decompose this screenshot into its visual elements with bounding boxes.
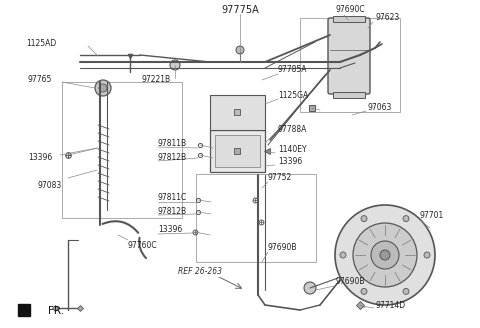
- Circle shape: [304, 282, 316, 294]
- Text: 97812B: 97812B: [158, 153, 187, 161]
- Text: 97765: 97765: [28, 75, 52, 85]
- Circle shape: [380, 250, 390, 260]
- Circle shape: [424, 252, 430, 258]
- Circle shape: [335, 205, 435, 305]
- Circle shape: [236, 46, 244, 54]
- Text: 97788A: 97788A: [278, 126, 307, 134]
- Text: 97811C: 97811C: [158, 194, 187, 202]
- Text: 97221B: 97221B: [142, 75, 171, 85]
- Text: 97775A: 97775A: [221, 5, 259, 15]
- Circle shape: [170, 60, 180, 70]
- Text: 97623: 97623: [375, 13, 399, 23]
- Circle shape: [361, 288, 367, 294]
- Text: 97701: 97701: [420, 211, 444, 219]
- Text: FR.: FR.: [48, 306, 64, 316]
- Text: 97690B: 97690B: [335, 277, 364, 286]
- Text: 97063: 97063: [368, 104, 392, 113]
- Bar: [300, 18, 400, 112]
- Bar: [196, 174, 316, 262]
- Circle shape: [353, 223, 417, 287]
- Bar: [215, 135, 260, 167]
- Text: 97690C: 97690C: [335, 6, 365, 14]
- Text: 13396: 13396: [278, 157, 302, 167]
- FancyBboxPatch shape: [328, 18, 370, 94]
- Bar: [62, 82, 182, 218]
- Text: 97083: 97083: [38, 180, 62, 190]
- Circle shape: [340, 252, 346, 258]
- Text: 97812B: 97812B: [158, 207, 187, 215]
- Text: 97811B: 97811B: [158, 138, 187, 148]
- Text: 97752: 97752: [268, 174, 292, 182]
- Circle shape: [95, 80, 111, 96]
- Bar: [210, 95, 265, 130]
- Text: 13396: 13396: [28, 154, 52, 162]
- Circle shape: [99, 84, 107, 92]
- Text: 1125AD: 1125AD: [26, 39, 56, 49]
- Circle shape: [361, 215, 367, 222]
- Text: 1125GA: 1125GA: [278, 91, 308, 99]
- Text: 97760C: 97760C: [128, 240, 157, 250]
- Text: 97785A: 97785A: [278, 66, 308, 74]
- Text: 1140EY: 1140EY: [278, 146, 307, 154]
- Bar: [210, 130, 265, 172]
- Text: REF 26-263: REF 26-263: [178, 268, 222, 277]
- Text: 13396: 13396: [158, 226, 182, 235]
- Bar: [333, 92, 365, 98]
- Text: 97714D: 97714D: [375, 300, 405, 310]
- Circle shape: [403, 288, 409, 294]
- Text: 97690B: 97690B: [268, 243, 298, 253]
- Circle shape: [371, 241, 399, 269]
- Circle shape: [403, 215, 409, 222]
- Bar: [333, 16, 365, 22]
